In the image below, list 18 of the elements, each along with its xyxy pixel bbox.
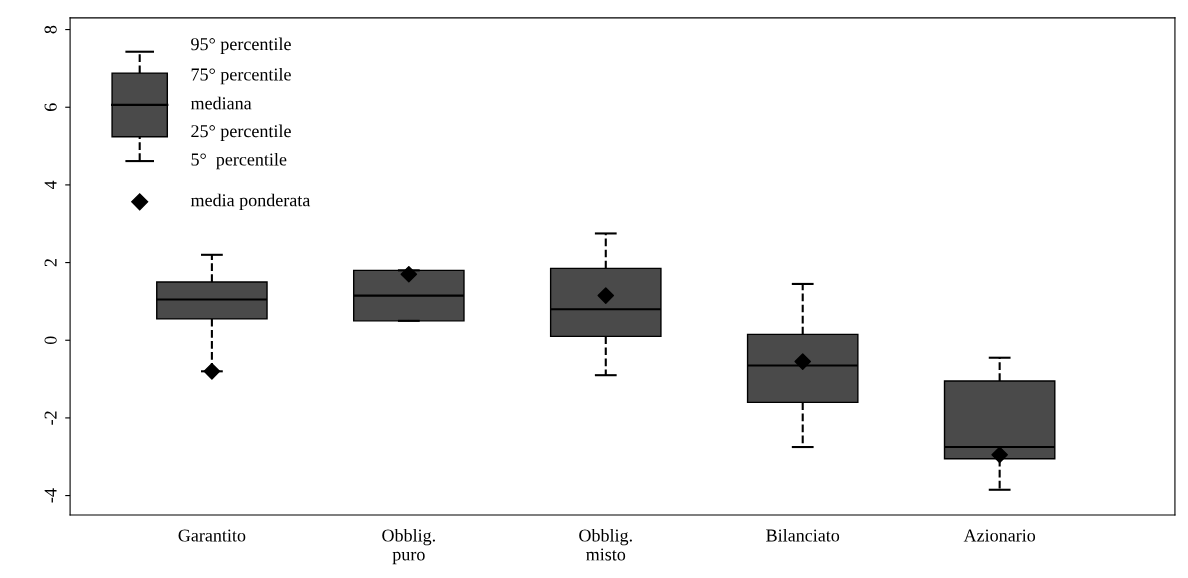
y-tick-label: -4 — [44, 488, 57, 503]
x-tick-label: Obblig. misto — [579, 528, 632, 561]
y-tick-label: 8 — [44, 25, 57, 34]
y-tick-label: 0 — [44, 336, 57, 345]
annotation: 75° percentile — [191, 67, 291, 85]
x-tick-label: Obblig. puro — [382, 528, 435, 565]
x-tick-label: Azionario — [963, 529, 1036, 542]
y-tick-label: 4 — [44, 180, 57, 190]
y-tick-label: -2 — [44, 411, 57, 425]
annotation: mediana — [190, 96, 252, 110]
y-tick-label: 6 — [44, 103, 57, 111]
annotation: 95° percentile — [191, 37, 291, 54]
x-tick-label: Garantito — [178, 529, 246, 542]
annotation: 25° percentile — [191, 124, 291, 141]
annotation: 5° percentile — [191, 152, 287, 170]
y-tick-label: 2 — [44, 259, 57, 267]
x-tick-label: Bilanciato — [766, 528, 840, 542]
annotation: media ponderata — [190, 193, 311, 211]
